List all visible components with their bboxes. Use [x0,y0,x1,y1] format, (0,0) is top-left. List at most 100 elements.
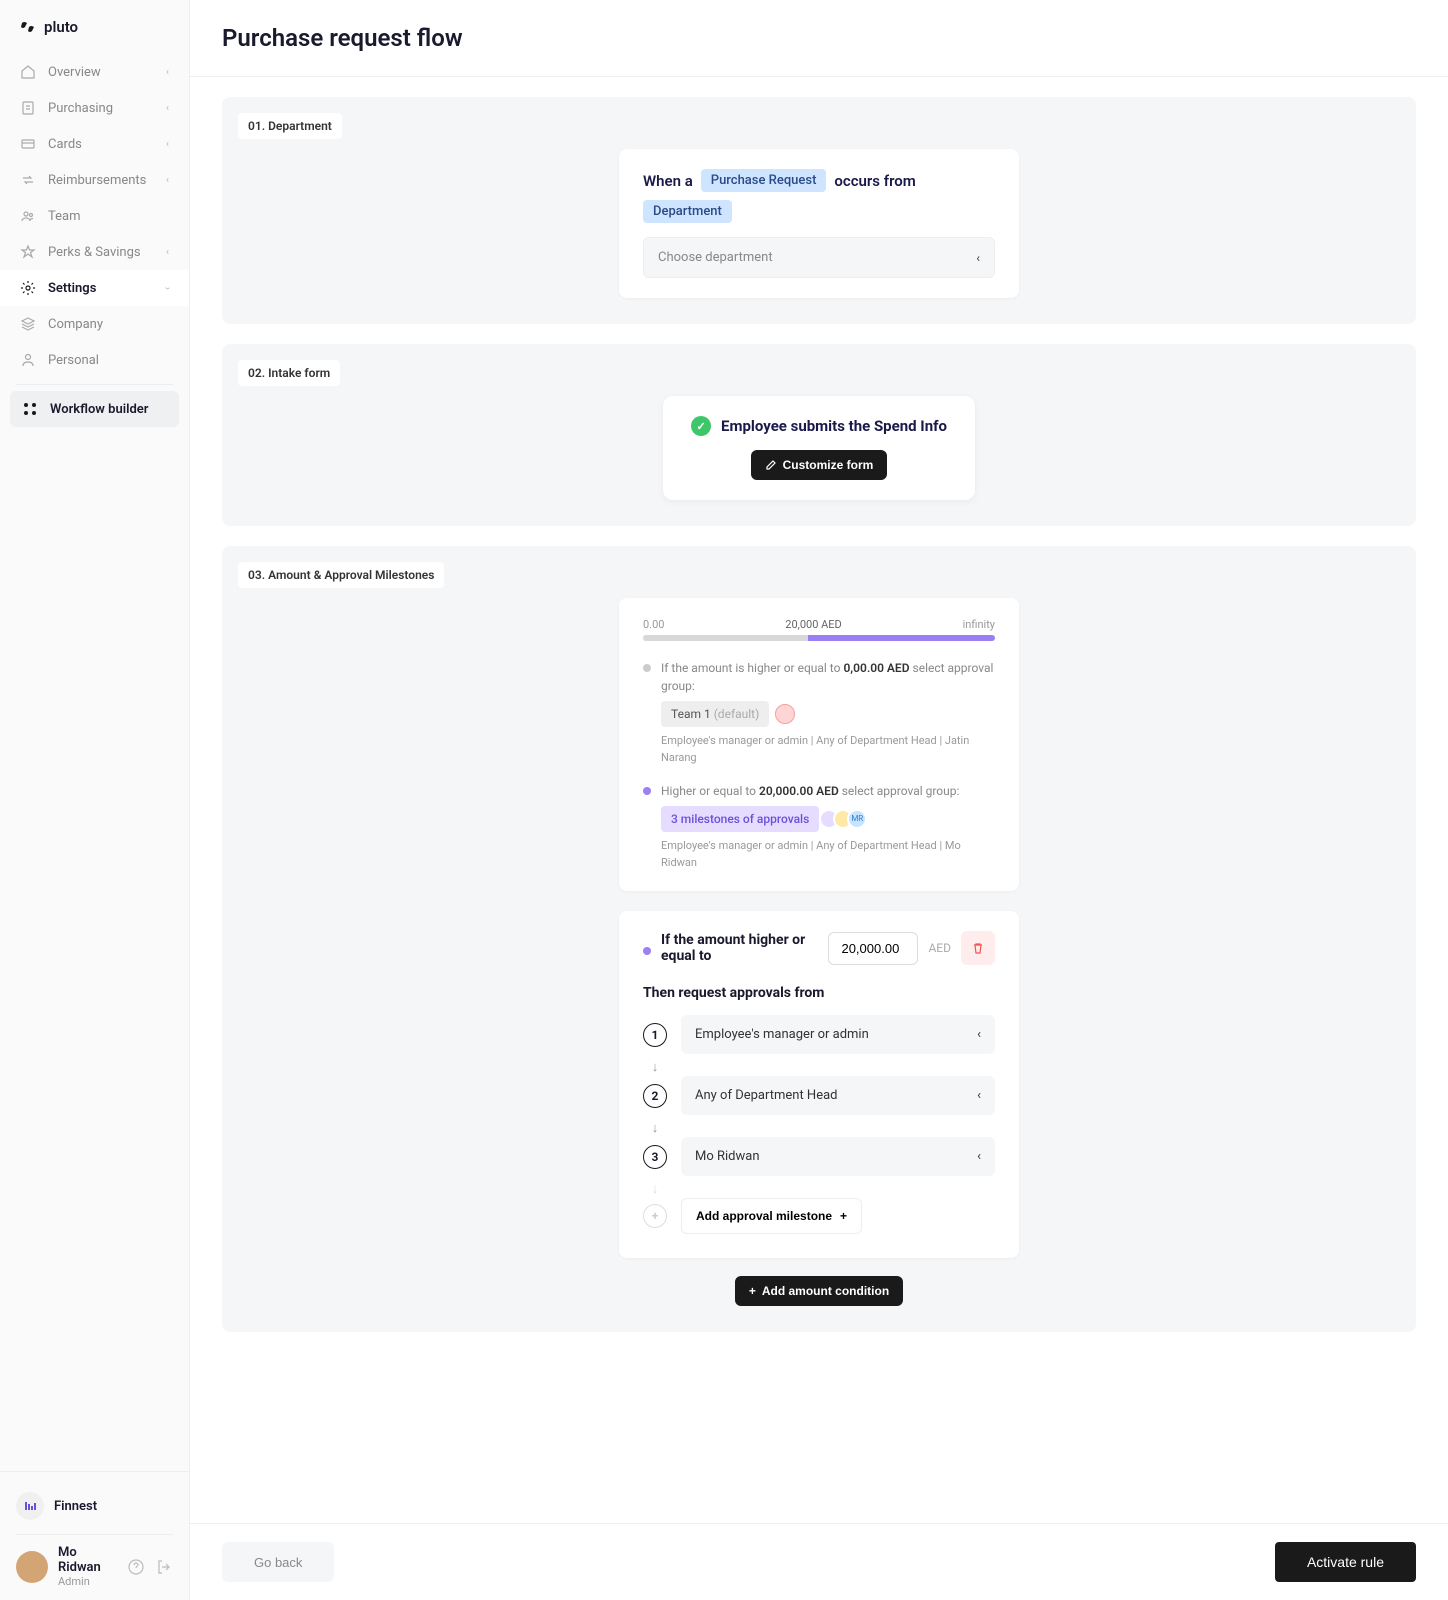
logout-icon[interactable] [155,1558,173,1576]
approver-label: Any of Department Head [695,1088,838,1103]
avatar[interactable] [16,1551,48,1583]
sidebar-item-team[interactable]: Team [0,198,189,234]
add-condition-wrap: + Add amount condition [735,1276,903,1306]
sidebar-item-settings[interactable]: Settings ‹ [0,270,189,306]
chevron-down-icon: ‹ [162,286,173,289]
section-label: 03. Amount & Approval Milestones [238,562,444,588]
edit-icon [765,459,777,471]
intake-title-row: ✓ Employee submits the Spend Info [691,416,947,436]
range-bar[interactable] [643,635,995,641]
users-icon [20,208,36,224]
step-number: 2 [643,1084,667,1108]
amount-condition-card: If the amount higher or equal to AED The… [619,911,1019,1258]
pill-source[interactable]: Department [643,200,732,223]
rule-bullet [643,947,651,955]
rule-row-2: Higher or equal to 20,000.00 AED select … [643,782,995,871]
department-select[interactable]: Choose department ‹ [643,237,995,278]
chevron-left-icon: ‹ [977,1027,981,1042]
intake-card: ✓ Employee submits the Spend Info Custom… [663,396,975,500]
company-icon [16,1492,44,1520]
range-segment-low [643,635,808,641]
amount-input[interactable] [828,932,918,965]
step-connector: ↓ [643,1058,667,1076]
help-icon[interactable] [127,1558,145,1576]
rule-amount: 0,00.00 AED [843,661,909,675]
user-role: Admin [58,1575,117,1588]
page-footer: Go back Activate rule [190,1523,1448,1600]
chevron-left-icon: ‹ [166,139,169,150]
section-department: 01. Department When a Purchase Request o… [222,97,1416,324]
approval-group-tag[interactable]: 3 milestones of approvals [661,806,819,832]
sidebar-item-overview[interactable]: Overview ‹ [0,54,189,90]
sidebar-item-label: Company [48,317,103,332]
sidebar-item-label: Purchasing [48,101,113,116]
plus-icon: + [749,1284,756,1298]
approver-select[interactable]: Mo Ridwan ‹ [681,1137,995,1176]
approval-step-2: 2 Any of Department Head ‹ [643,1076,995,1115]
trash-icon [971,941,985,955]
rule-content: If the amount is higher or equal to 0,00… [661,659,995,766]
sidebar-item-reimbursements[interactable]: Reimbursements ‹ [0,162,189,198]
card-icon [20,136,36,152]
rule-pre: Higher or equal to [661,784,759,798]
customize-form-button[interactable]: Customize form [751,450,888,480]
approver-label: Employee's manager or admin [695,1027,869,1042]
text: When a [643,172,693,190]
sidebar-item-label: Perks & Savings [48,245,141,260]
sidebar-item-purchasing[interactable]: Purchasing ‹ [0,90,189,126]
layers-icon [20,316,36,332]
chevron-left-icon: ‹ [166,67,169,78]
sidebar-item-cards[interactable]: Cards ‹ [0,126,189,162]
star-icon [20,244,36,260]
add-condition-button[interactable]: + Add amount condition [735,1276,903,1306]
range-segment-high [808,635,995,641]
chevron-left-icon: ‹ [166,103,169,114]
company-row[interactable]: Finnest [16,1484,173,1528]
section-milestones: 03. Amount & Approval Milestones 0.00 2 0… [222,546,1416,1332]
sidebar-item-label: Team [48,209,81,224]
approver-select[interactable]: Any of Department Head ‹ [681,1076,995,1115]
pluto-icon [20,19,36,35]
pill-request-type[interactable]: Purchase Request [701,169,827,192]
home-icon [20,64,36,80]
approver-avatar [775,704,795,724]
gear-icon [20,280,36,296]
sidebar-item-personal[interactable]: Personal [0,342,189,378]
amount-condition-row: If the amount higher or equal to AED [643,931,995,965]
rule-row-1: If the amount is higher or equal to 0,00… [643,659,995,766]
activate-rule-button[interactable]: Activate rule [1275,1542,1416,1582]
sidebar-item-company[interactable]: Company [0,306,189,342]
intake-title: Employee submits the Spend Info [721,417,947,435]
page-title: Purchase request flow [222,24,1416,52]
rule-bullet [643,787,651,795]
approver-select[interactable]: Employee's manager or admin ‹ [681,1015,995,1054]
range-min: 0.00 [643,618,664,631]
delete-condition-button[interactable] [961,931,995,965]
sidebar-item-perks[interactable]: Perks & Savings ‹ [0,234,189,270]
approver-avatar: MR [847,809,867,829]
approver-avatar-stack: MR [825,809,867,829]
sidebar-item-label: Cards [48,137,82,152]
sidebar-item-workflow-builder[interactable]: Workflow builder [10,391,179,427]
chevron-left-icon: ‹ [166,175,169,186]
department-card: When a Purchase Request occurs from Depa… [619,149,1019,298]
step-number: 3 [643,1145,667,1169]
sidebar-nav: Overview ‹ Purchasing ‹ Cards ‹ Reimburs… [0,54,189,1471]
go-back-button[interactable]: Go back [222,1542,334,1582]
user-row: Mo Ridwan Admin [16,1534,173,1588]
page-header: Purchase request flow [190,0,1448,77]
chevron-left-icon: ‹ [977,1088,981,1103]
section-label: 02. Intake form [238,360,340,386]
sidebar: pluto Overview ‹ Purchasing ‹ Cards ‹ Re… [0,0,190,1600]
plus-icon: + [840,1209,847,1223]
sidebar-item-label: Reimbursements [48,173,146,188]
step-number: 1 [643,1023,667,1047]
select-placeholder: Choose department [658,250,773,265]
range-max: infinity [963,618,995,631]
approval-chain: Employee's manager or admin | Any of Dep… [661,838,995,871]
rule-bullet [643,664,651,672]
approval-group-tag[interactable]: Team 1 (default) [661,701,769,727]
add-milestone-button[interactable]: Add approval milestone + [681,1198,862,1234]
button-label: Customize form [783,458,874,472]
person-icon [20,352,36,368]
